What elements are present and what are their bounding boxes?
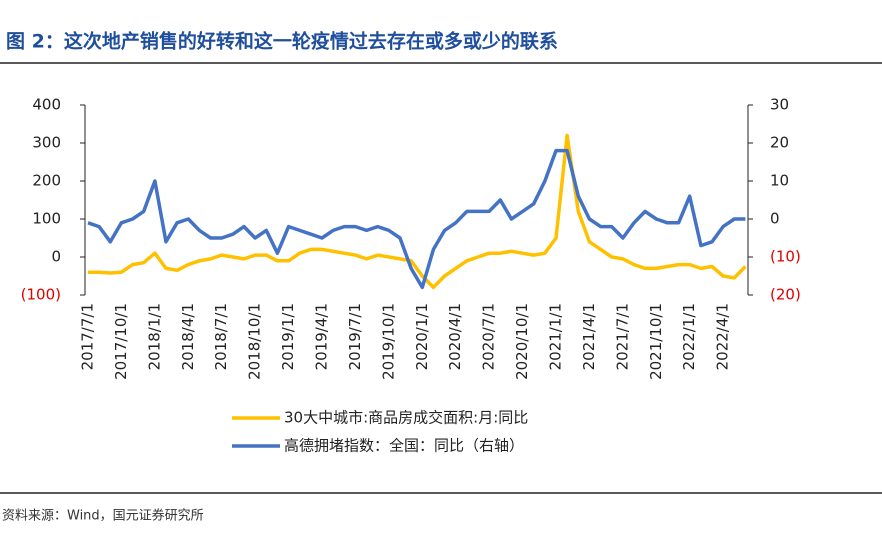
x-tick-label: 2020/10/1: [513, 303, 531, 380]
y-tick-label: (100): [21, 286, 61, 304]
y-tick-label: 100: [32, 210, 61, 228]
x-tick-label: 2019/4/1: [313, 303, 331, 370]
x-tick-label: 2022/1/1: [680, 303, 698, 370]
series-line: [87, 148, 746, 290]
y2-tick-label: 0: [770, 210, 780, 228]
legend-label: 高德拥堵指数：全国：同比（右轴）: [284, 437, 524, 455]
y-tick-label: 0: [51, 248, 61, 266]
y-tick-label: 300: [32, 134, 61, 152]
x-tick-label: 2018/7/1: [212, 303, 230, 370]
x-tick-label: 2019/1/1: [279, 303, 297, 370]
x-tick-label: 2017/10/1: [112, 303, 130, 380]
x-tick-label: 2021/1/1: [547, 303, 565, 370]
x-tick-label: 2021/4/1: [580, 303, 598, 370]
y2-tick-label: 30: [770, 96, 789, 114]
x-tick-label: 2021/7/1: [613, 303, 631, 370]
x-tick-label: 2019/10/1: [379, 303, 397, 380]
source: 资料来源：Wind，国元证券研究所: [2, 508, 204, 524]
x-tick-label: 2020/1/1: [413, 303, 431, 370]
y2-tick-label: 20: [770, 134, 789, 152]
legend-label: 30大中城市:商品房成交面积:月:同比: [284, 409, 528, 427]
y2-tick-label: (10): [770, 248, 801, 266]
x-tick-label: 2019/7/1: [346, 303, 364, 370]
y-tick-label: 400: [32, 96, 61, 114]
y2-tick-label: (20): [770, 286, 801, 304]
x-tick-label: 2020/4/1: [446, 303, 464, 370]
x-tick-label: 2020/7/1: [480, 303, 498, 370]
x-tick-label: 2017/7/1: [79, 303, 97, 370]
y-tick-label: 200: [32, 172, 61, 190]
series-line: [88, 133, 747, 290]
x-tick-label: 2018/4/1: [179, 303, 197, 370]
x-tick-label: 2018/10/1: [246, 303, 264, 380]
x-tick-label: 2022/4/1: [714, 303, 732, 370]
chart-title: 图 2：这次地产销售的好转和这一轮疫情过去存在或多或少的联系: [6, 30, 558, 53]
y2-tick-label: 10: [770, 172, 789, 190]
x-tick-label: 2021/10/1: [647, 303, 665, 380]
x-tick-label: 2018/1/1: [145, 303, 163, 370]
